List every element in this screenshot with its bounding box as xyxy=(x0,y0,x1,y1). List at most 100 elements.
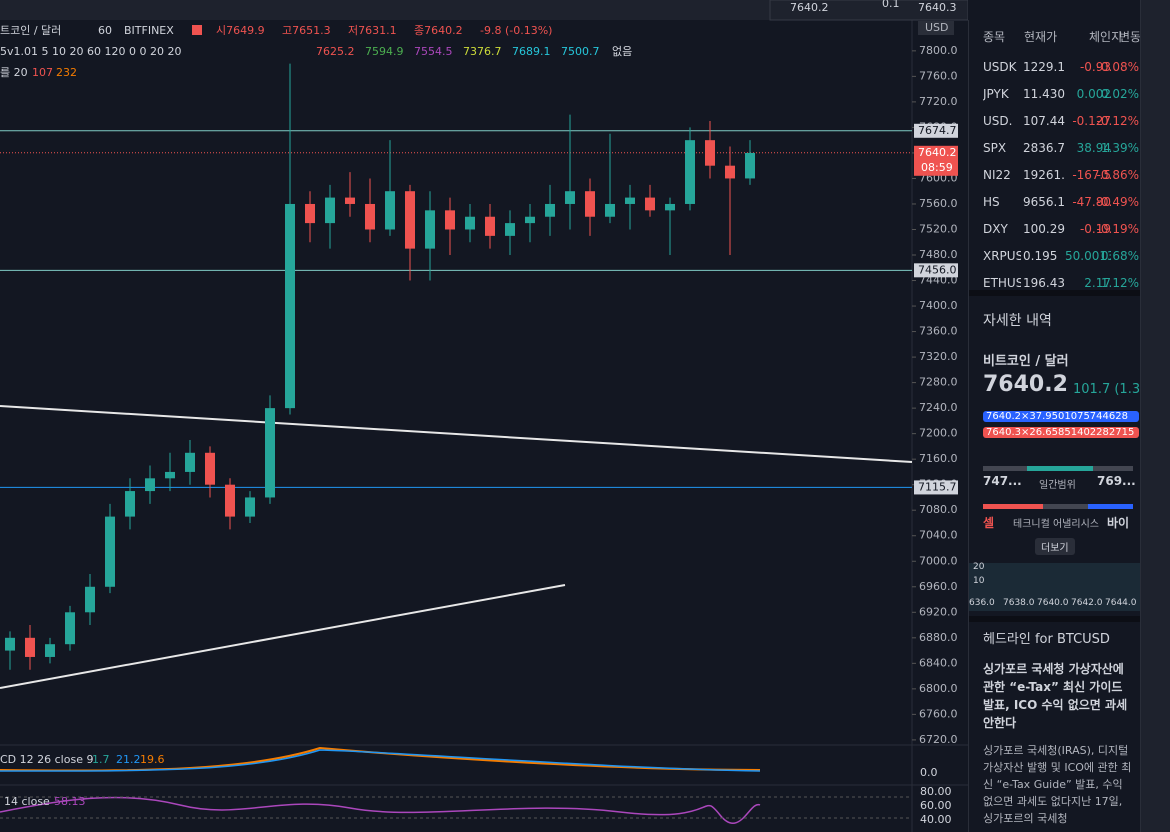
symbol: HS xyxy=(983,195,1000,209)
candle-body xyxy=(165,471,175,479)
ohlc-high: 고7651.3 xyxy=(282,24,331,37)
candle-body xyxy=(345,197,355,204)
details-title: 자세한 내역 xyxy=(983,313,1052,329)
column-header: 현재가 xyxy=(1024,30,1058,44)
macd-signal xyxy=(0,749,761,772)
depth-tick: 7642.0 xyxy=(1071,598,1103,608)
column-header: 변동% xyxy=(1119,30,1141,44)
change-pct: 0.02% xyxy=(1100,87,1139,101)
change-pct: -0.49% xyxy=(1096,195,1139,209)
ohlc-low: 저7631.1 xyxy=(348,24,397,37)
level-tag xyxy=(914,123,958,138)
change-pct: 0.68% xyxy=(1100,249,1139,263)
macd-value: 21.2 xyxy=(116,753,141,766)
symbol: XRPUS xyxy=(983,249,1021,263)
y-tick-label: 7760.0 xyxy=(919,69,958,82)
depth-y: 20 xyxy=(973,562,985,572)
rsi-value: 58.13 xyxy=(54,795,86,808)
column-header: 종목 xyxy=(983,30,1006,44)
last: 9656.1 xyxy=(1023,195,1065,209)
flag xyxy=(192,25,202,35)
rsi-axis: 40.00 xyxy=(920,813,952,826)
symbol: 트코인 / 달러 xyxy=(0,24,61,37)
ma-value: 7625.2 xyxy=(316,45,355,58)
headline: 싱가포르 국세청 가상자산에 관한 “e-Tax” 최신 가이드 발표, ICO… xyxy=(983,662,1128,730)
candle-body xyxy=(205,452,215,485)
details-name: 비트코인 / 달러 xyxy=(983,354,1069,369)
macd-label: CD 12 26 close 9 xyxy=(0,753,93,766)
ma-label: 5v1.01 5 10 20 60 120 0 0 20 20 xyxy=(0,45,181,58)
y-tick-label: 7560.0 xyxy=(919,197,958,210)
candle-body xyxy=(145,478,155,492)
last: 100.29 xyxy=(1023,222,1065,236)
top-bid: 7640.2 xyxy=(790,1,829,14)
y-tick-label: 6840.0 xyxy=(919,656,958,669)
candle-body xyxy=(745,152,755,179)
candle-body xyxy=(665,203,675,211)
change-pct: -0.19% xyxy=(1096,222,1139,236)
details-price: 7640.2 xyxy=(983,372,1068,397)
candle-body xyxy=(5,637,15,651)
y-tick-label: 6880.0 xyxy=(919,631,958,644)
buy: 바이 xyxy=(1107,516,1130,530)
candle-body xyxy=(265,408,275,498)
candle-body xyxy=(65,612,75,645)
sell: 셀 xyxy=(983,516,995,530)
range-low: 747... xyxy=(983,474,1022,488)
y-tick-label: 7800.0 xyxy=(919,44,958,57)
headline-title: 헤드라인 for BTCUSD xyxy=(983,632,1110,647)
change-pct: -0.08% xyxy=(1096,60,1139,74)
last: 1229.1 xyxy=(1023,60,1065,74)
level-tag xyxy=(914,263,958,278)
order-box: 7640.2 0.1 7640.3 xyxy=(769,0,968,21)
depth-tick: 7638.0 xyxy=(1003,598,1035,608)
change: -0.19 xyxy=(1079,222,1111,236)
y-tick-label: 6760.0 xyxy=(919,707,958,720)
vol-value: 107 xyxy=(32,66,53,79)
chart: 트코인 / 달러 60 BITFINEX 시7649.9 고7651.3 저76… xyxy=(0,0,968,832)
candle-body xyxy=(585,191,595,217)
depth-tick: 636.0 xyxy=(969,598,995,608)
candle-body xyxy=(705,140,715,166)
ma-value: 7554.5 xyxy=(414,45,453,58)
current-timer: 08:59 xyxy=(921,161,953,174)
last: 19261. xyxy=(1023,168,1065,182)
interval: 60 xyxy=(98,24,112,37)
exchange: BITFINEX xyxy=(124,24,174,37)
y-tick-label: 7280.0 xyxy=(919,376,958,389)
candle-body xyxy=(325,197,335,224)
section-sep xyxy=(969,290,1141,296)
order-bg xyxy=(769,0,968,21)
candle-body xyxy=(285,203,295,409)
candle-body xyxy=(25,637,35,657)
trend-line xyxy=(0,584,566,689)
last: 11.430 xyxy=(1023,87,1065,101)
candle-body xyxy=(225,484,235,517)
candle-body xyxy=(445,210,455,230)
y-tick-label: 7040.0 xyxy=(919,529,958,542)
depth-tick: 7640.0 xyxy=(1037,598,1069,608)
candle-body xyxy=(425,210,435,249)
change: 38.94 xyxy=(1076,141,1111,155)
candle-body xyxy=(105,516,115,587)
depth-y: 10 xyxy=(973,576,985,586)
ohlc-change: -9.8 (-0.13%) xyxy=(480,24,552,37)
ohlc-close: 종7640.2 xyxy=(414,24,463,37)
candle-body xyxy=(525,216,535,224)
change: 0.002 xyxy=(1076,87,1111,101)
top-spread: 0.1 xyxy=(882,0,900,10)
candle-body xyxy=(185,452,195,472)
candle-body xyxy=(125,491,135,517)
candle-body xyxy=(85,586,95,613)
y-tick-label: 7720.0 xyxy=(919,95,958,108)
tech: 테크니컬 어낼리시스 xyxy=(1013,519,1099,530)
depth xyxy=(969,563,1141,611)
y-tick-label: 6720.0 xyxy=(919,733,958,746)
bid: 7640.2×37.9501075744628 xyxy=(983,411,1139,422)
candle-body xyxy=(385,191,395,230)
last: 196.43 xyxy=(1023,276,1065,290)
ohlc-open: 시7649.9 xyxy=(216,24,265,37)
change: 50.0013 xyxy=(1065,249,1111,263)
symbol: DXY xyxy=(983,222,1008,236)
current-tag xyxy=(914,145,958,176)
